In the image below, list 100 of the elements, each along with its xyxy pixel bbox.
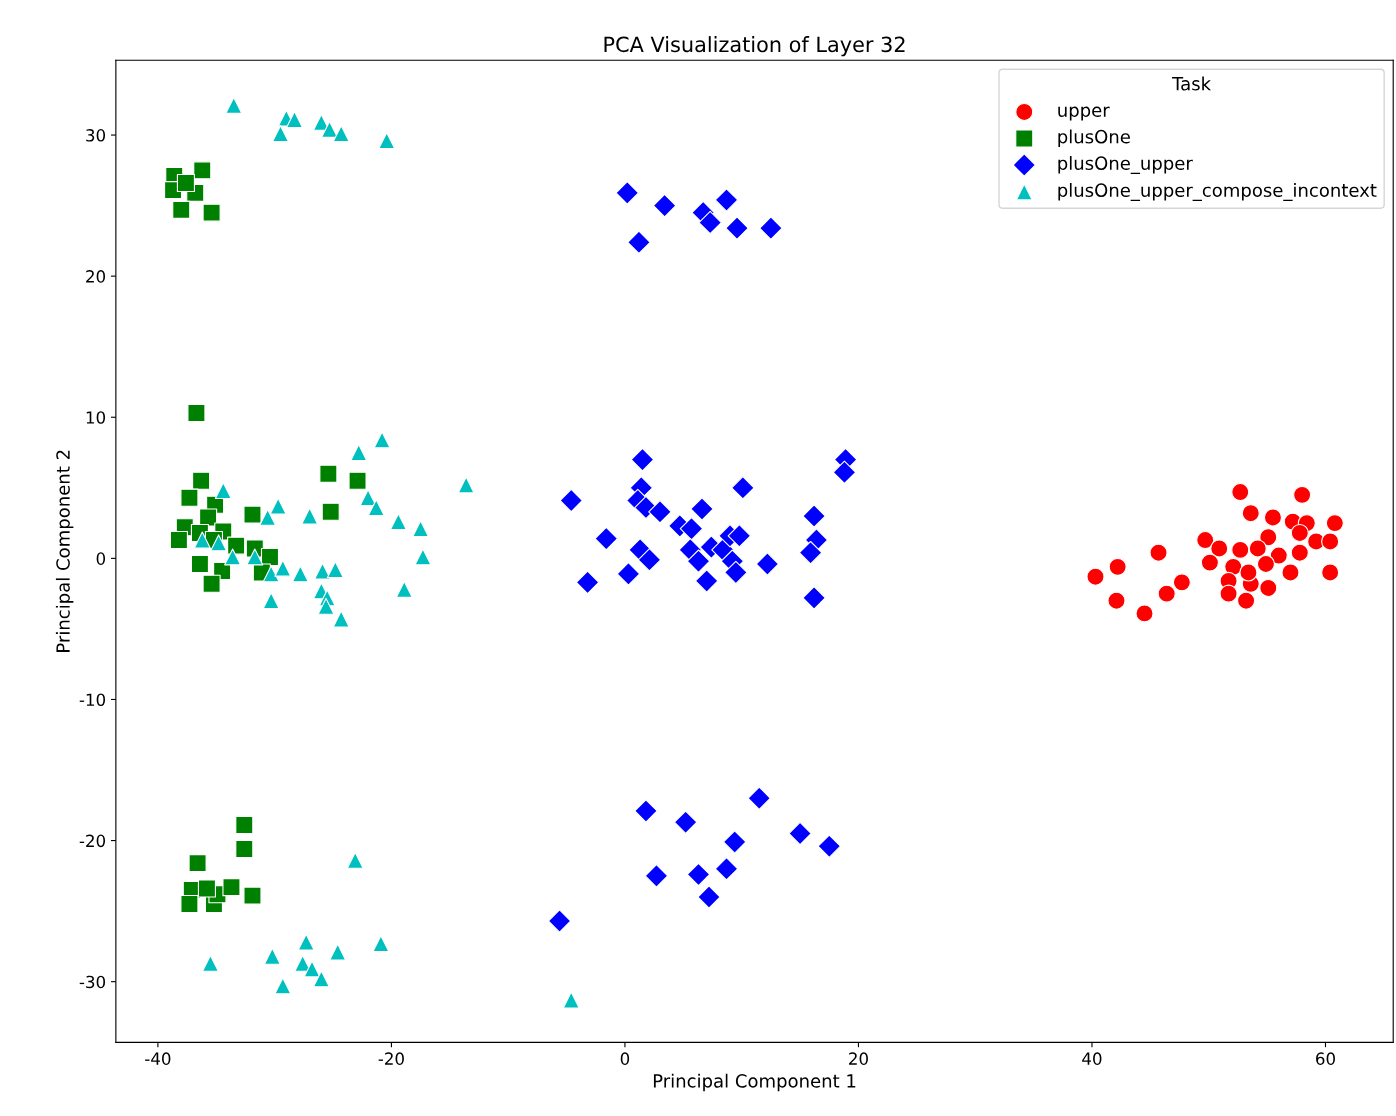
point xyxy=(303,960,321,978)
point xyxy=(1149,543,1168,562)
y-axis-title: Principal Component 2 xyxy=(55,450,74,652)
y-tick-label: -10 xyxy=(79,693,106,707)
point xyxy=(286,111,303,129)
point xyxy=(788,821,812,846)
point xyxy=(373,431,391,449)
legend-title: Task xyxy=(1172,76,1212,91)
point xyxy=(1135,604,1154,623)
point xyxy=(637,548,662,572)
point xyxy=(690,497,714,521)
point xyxy=(724,560,748,585)
point xyxy=(1157,584,1176,603)
point xyxy=(169,530,188,550)
point xyxy=(615,181,640,205)
point xyxy=(634,799,658,823)
point xyxy=(210,534,228,552)
point xyxy=(172,200,191,219)
point xyxy=(291,565,309,583)
point xyxy=(193,161,212,180)
point xyxy=(1321,563,1340,582)
point xyxy=(187,403,206,423)
point xyxy=(225,96,243,114)
point xyxy=(317,597,335,615)
point xyxy=(1290,543,1309,562)
point xyxy=(1281,563,1300,582)
point xyxy=(1231,540,1250,559)
point xyxy=(673,810,698,834)
point xyxy=(180,895,199,914)
point xyxy=(1108,557,1127,576)
point xyxy=(1290,523,1309,543)
point xyxy=(263,947,281,965)
point xyxy=(1321,532,1340,551)
point xyxy=(1196,530,1215,550)
point xyxy=(648,500,672,524)
point xyxy=(378,132,396,150)
point xyxy=(652,193,677,218)
point xyxy=(1256,554,1276,574)
point xyxy=(193,531,211,549)
point xyxy=(243,886,262,905)
point xyxy=(755,552,780,576)
point xyxy=(389,513,407,531)
point xyxy=(329,943,347,961)
point xyxy=(246,548,264,566)
point xyxy=(367,499,385,517)
point xyxy=(627,230,651,255)
point xyxy=(199,508,218,527)
point xyxy=(235,839,254,859)
point xyxy=(697,885,721,909)
chart-title: PCA Visualization of Layer 32 xyxy=(604,36,905,57)
point xyxy=(188,854,207,873)
y-tick-label: 10 xyxy=(86,411,106,424)
legend-label: plusOne_upper xyxy=(1058,156,1193,174)
point xyxy=(1239,563,1258,582)
point xyxy=(817,834,842,858)
point xyxy=(259,508,277,526)
point xyxy=(731,476,755,500)
point xyxy=(326,561,344,579)
point xyxy=(1086,567,1105,586)
point xyxy=(1172,573,1191,592)
point xyxy=(190,554,209,574)
point xyxy=(180,488,199,507)
point xyxy=(644,864,669,888)
point xyxy=(222,878,241,897)
point xyxy=(1293,485,1312,504)
point xyxy=(321,502,340,521)
point xyxy=(176,173,195,193)
point xyxy=(224,548,242,566)
point xyxy=(686,549,711,573)
point xyxy=(798,540,823,565)
y-tick-label: 20 xyxy=(86,270,106,283)
point xyxy=(269,497,287,515)
point xyxy=(332,610,350,628)
point xyxy=(1231,482,1250,502)
point xyxy=(202,203,221,222)
x-tick-label: 40 xyxy=(1082,1052,1102,1065)
point xyxy=(594,526,619,551)
y-tick-label: -20 xyxy=(79,834,106,848)
point xyxy=(319,464,338,483)
point xyxy=(301,507,319,525)
point xyxy=(262,565,280,583)
point xyxy=(802,504,826,528)
point xyxy=(759,216,783,240)
point xyxy=(727,524,752,548)
point xyxy=(312,970,330,988)
point xyxy=(197,879,217,898)
point xyxy=(235,815,254,835)
point xyxy=(227,536,246,555)
point xyxy=(1263,508,1283,527)
x-tick-label: 60 xyxy=(1316,1052,1335,1065)
point xyxy=(314,562,332,580)
point xyxy=(630,447,655,472)
point xyxy=(1325,514,1344,533)
point xyxy=(698,210,722,235)
point xyxy=(1210,539,1229,558)
point xyxy=(1241,504,1260,523)
point xyxy=(412,520,430,538)
point xyxy=(725,216,749,240)
point xyxy=(201,954,219,972)
x-tick-label: -40 xyxy=(145,1052,171,1065)
